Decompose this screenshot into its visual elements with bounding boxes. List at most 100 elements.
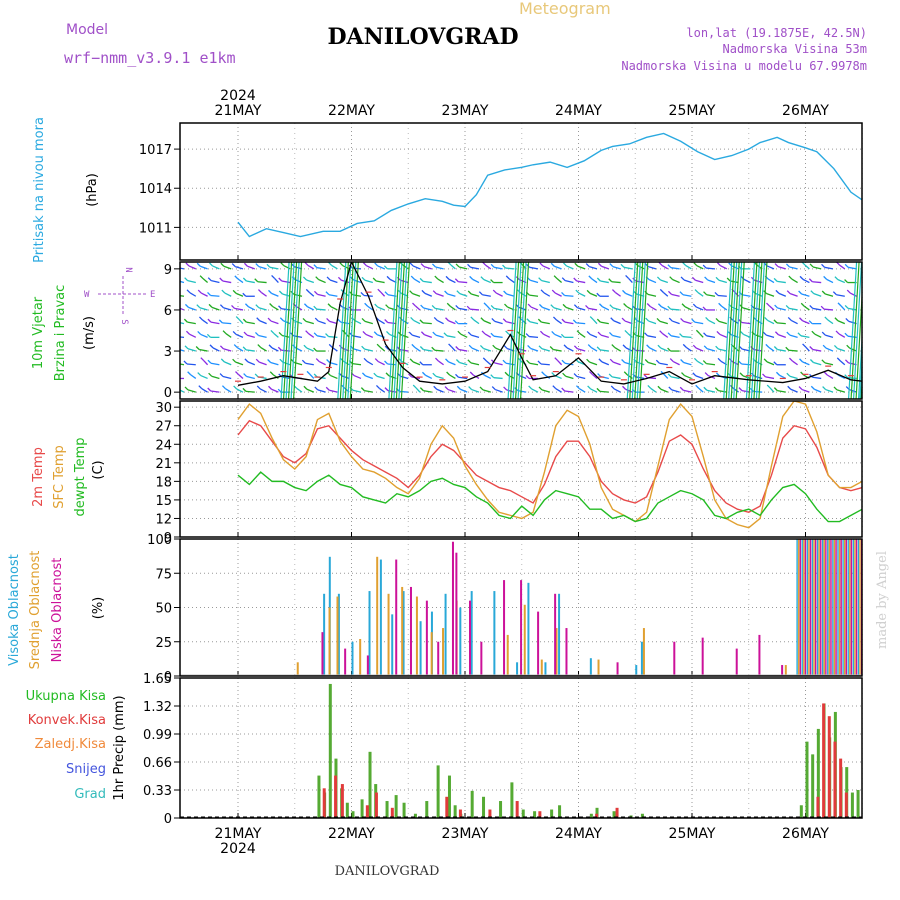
wind-arrow [802,278,810,284]
precip-bar [470,790,474,818]
wind-arrow [566,347,574,352]
wind-arrow-head [419,361,424,366]
wind-arrow [388,307,397,311]
wind-arrow-head [573,304,578,309]
wind-arrow-head [762,373,767,378]
wind-arrow-head [467,290,472,295]
wind-arrow [436,293,444,297]
precip-bar [488,809,492,818]
cloud-bar [516,662,519,676]
wind-arrow [258,334,267,338]
wind-arrow-head [434,275,439,280]
overcast-bar [895,539,896,676]
wind-arrow-head [538,277,543,282]
wind-arrow-head [844,359,849,364]
wind-arrow-head [313,305,318,310]
pressure-plot [237,132,862,238]
wind-arrow [813,361,822,366]
wind-arrow-head [589,371,593,376]
wind-arrow [648,320,657,325]
wind-arrow-head [271,275,276,279]
wind-arrow [485,360,492,366]
wind-arrow-head [656,317,661,322]
wind-arrow [259,361,267,366]
temp-plot [237,401,862,529]
wind-arrow [329,389,338,393]
wind-arrow [271,292,279,297]
wind-arrow [612,265,621,270]
wind-arrow-head [785,263,790,268]
temp-label-2m: 2m Temp [31,447,46,507]
wind-arrow-head [765,343,770,348]
wind-arrow-head [362,330,367,335]
wind-arrow [824,308,834,311]
wind-arrow [317,389,326,393]
wind-arrow-head [304,262,309,266]
wind-arrow [706,267,716,270]
wind-arrow [708,319,716,325]
wind-arrow [259,320,267,325]
wind-arrow [543,333,551,338]
overcast-bar [842,539,844,676]
wind-arrow [459,293,468,297]
wind-arrow [613,361,621,366]
precip-bar [844,792,848,818]
wind-arrow-head [773,319,778,324]
wind-arrow [766,361,775,366]
wind-arrow-head [480,317,485,322]
wind-arrow [553,307,562,311]
footer-station: DANILOVGRAD [335,864,440,879]
overcast-bar [828,539,831,676]
cloud-bar [402,591,405,676]
wind-arrow [683,389,692,393]
wind-arrow-head [773,387,778,392]
wind-arrow [660,347,669,352]
wind-arrow-head [551,330,556,335]
wind-burst [629,262,639,399]
wind-arrow-head [445,275,450,280]
wind-arrow [660,388,669,393]
wind-arrow [328,294,338,297]
overcast-bar [830,539,832,676]
wind-arrow-head [540,289,545,294]
cloud-bar [523,604,526,676]
wind-arrow [753,307,763,311]
wind-arrow-head [172,375,175,378]
wind-arrow-head [785,304,790,309]
wind-arrow-head [704,372,709,377]
wind-arrow [458,376,468,380]
overcast-bar [821,539,824,676]
wind-arrow [330,306,338,311]
wind-arrow-head [822,386,827,391]
wind-arrow [269,266,279,270]
wind-arrow [777,348,786,352]
wind-arrow [225,388,232,393]
wind-arrow [589,333,598,338]
precip-bar [322,788,326,818]
cloud-bar [642,628,645,676]
wind-arrow-head [560,333,565,338]
wind-arrow [180,363,185,366]
wind-arrow-head [609,304,614,309]
ytick-label: 3 [164,345,172,360]
wind-arrow-head [470,316,475,321]
wind-arrow-head [667,332,672,337]
wind-arrow-head [823,371,828,376]
wind-arrow [684,374,692,380]
wind-arrow [849,292,857,297]
ytick-label: 0.66 [143,756,172,771]
wind-arrow [565,375,574,380]
overcast-bar [850,539,853,676]
wind-arrow [742,375,751,380]
wind-arrow [518,306,527,311]
wind-arrow [435,375,444,380]
wind-arrow-head [490,279,495,284]
wind-arrow [210,321,220,325]
wind-arrow-head [277,388,282,393]
wind-arrow-head [773,277,778,282]
temp-frame [179,400,863,538]
wind-arrow-head [788,357,793,362]
wind-arrow [592,319,598,325]
cloud-bar [419,621,422,676]
wind-arrow [212,347,220,352]
